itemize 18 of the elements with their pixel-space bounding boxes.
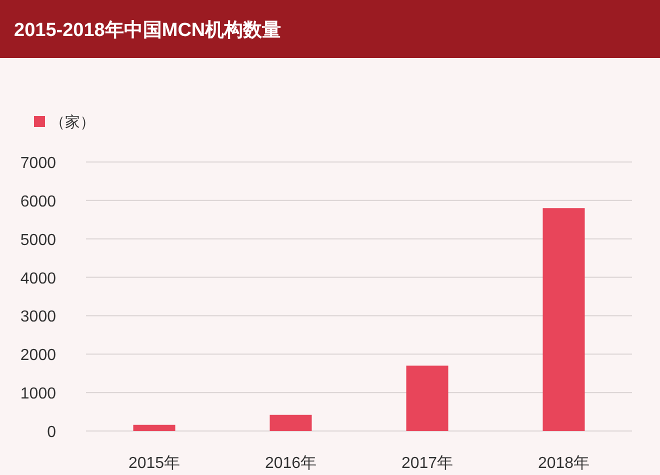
y-tick-label: 1000: [20, 386, 56, 403]
y-tick-label: 0: [47, 424, 56, 441]
y-tick-label: 2000: [20, 347, 56, 364]
bar: [406, 366, 448, 431]
y-tick-label: 7000: [20, 155, 56, 172]
x-tick-label: 2016年: [264, 455, 317, 472]
x-tick-label: 2018年: [538, 455, 590, 472]
y-tick-label: 6000: [20, 193, 56, 210]
bar: [542, 208, 585, 431]
bar: [133, 424, 176, 431]
y-tick-label: 3000: [20, 308, 56, 326]
bar: [270, 414, 312, 431]
x-tick-label: 2015年: [128, 455, 180, 472]
y-tick-label: 4000: [20, 270, 56, 288]
y-tick-label: 5000: [20, 232, 56, 249]
chart-title: 2015-2018年中国MCN机构数量: [14, 19, 282, 41]
legend-label: （家）: [50, 114, 95, 131]
x-tick-label: 2017年: [401, 455, 454, 472]
